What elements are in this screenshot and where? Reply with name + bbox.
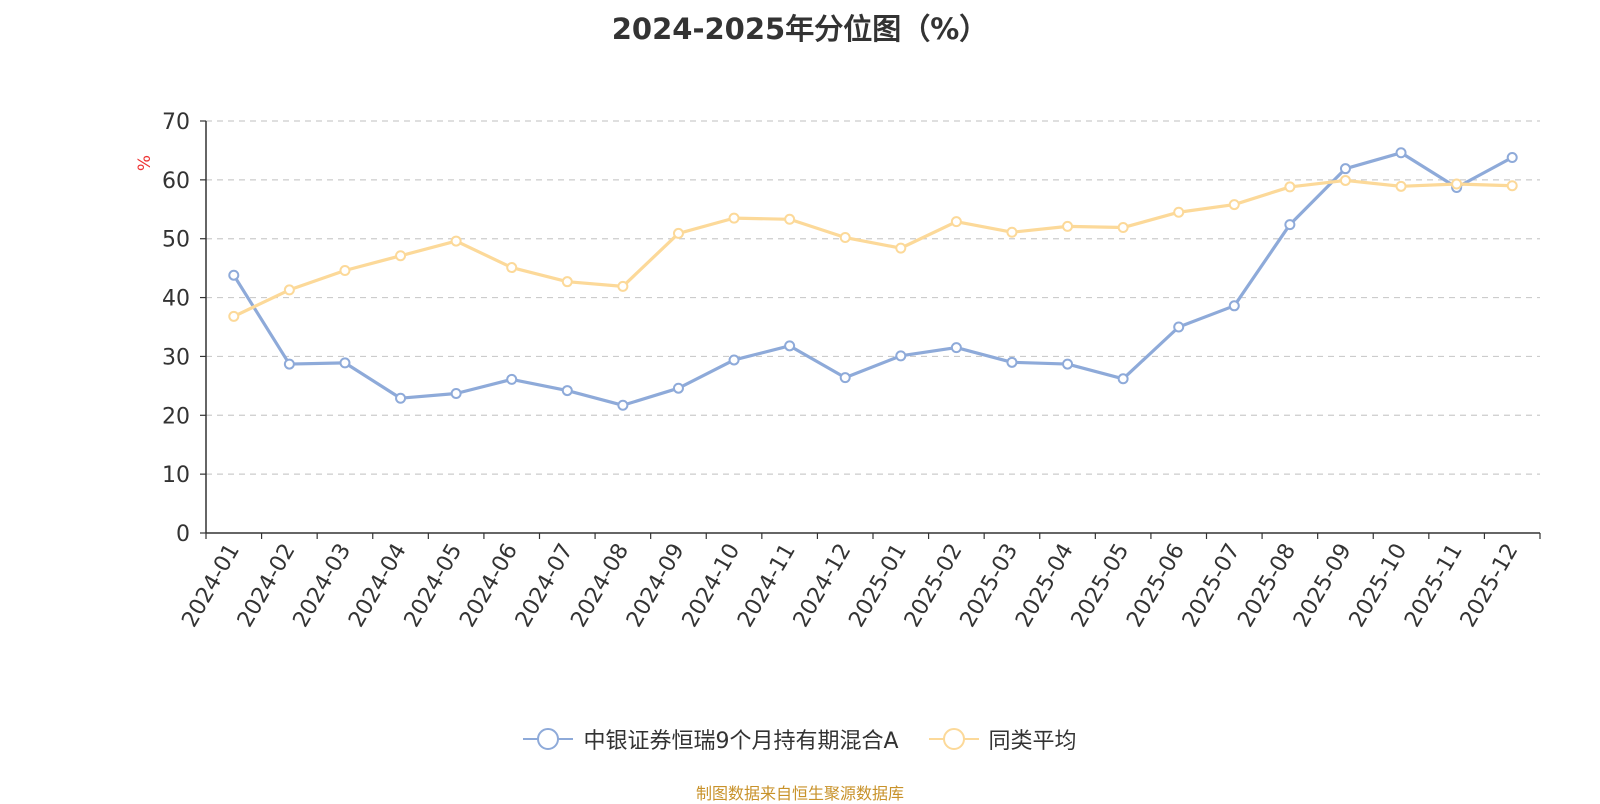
data-point-0: [672, 382, 684, 394]
data-point-0: [784, 340, 796, 352]
series-line-0: [232, 151, 1513, 407]
data-point-1: [1062, 220, 1074, 232]
y-tick-label: 40: [162, 287, 190, 312]
legend-marker-icon: [928, 727, 979, 751]
data-point-1: [950, 216, 962, 228]
data-point-1: [395, 250, 407, 262]
data-point-1: [839, 232, 851, 244]
data-point-1: [895, 242, 907, 254]
y-tick-label: 70: [162, 110, 190, 135]
data-point-1: [339, 264, 351, 276]
data-point-1: [561, 276, 573, 288]
y-tick-label: 0: [176, 522, 190, 547]
data-point-1: [1117, 222, 1129, 234]
y-tick-label: 50: [162, 228, 190, 253]
data-point-0: [1339, 163, 1351, 175]
data-point-0: [1006, 356, 1018, 368]
data-point-1: [450, 235, 462, 247]
legend-label: 中银证券恒瑞9个月持有期混合A: [583, 729, 899, 754]
data-point-0: [728, 354, 740, 366]
y-axis-label: %: [135, 155, 155, 171]
data-point-0: [895, 350, 907, 362]
data-point-1: [1284, 181, 1296, 193]
y-tick-label: 30: [162, 345, 190, 370]
data-point-0: [228, 269, 240, 281]
chart-title: 2024-2025年分位图（%）: [611, 12, 989, 46]
data-point-0: [1173, 321, 1185, 333]
data-point-0: [283, 358, 295, 370]
data-point-1: [617, 280, 629, 292]
data-point-0: [1506, 151, 1518, 163]
data-point-0: [339, 357, 351, 369]
data-point-0: [839, 372, 851, 384]
legend: 中银证券恒瑞9个月持有期混合A 同类平均: [0, 723, 1600, 755]
data-point-0: [617, 399, 629, 411]
data-point-1: [228, 310, 240, 322]
source-note: 制图数据来自恒生聚源数据库: [695, 784, 904, 803]
data-point-1: [506, 262, 518, 274]
data-point-1: [1395, 180, 1407, 192]
legend-item[interactable]: 中银证券恒瑞9个月持有期混合A: [523, 723, 899, 755]
y-tick-label: 10: [162, 463, 190, 488]
data-point-0: [950, 342, 962, 354]
data-point-0: [1284, 219, 1296, 231]
series-line-1: [233, 178, 1513, 318]
data-point-1: [1339, 174, 1351, 186]
data-point-0: [450, 388, 462, 400]
data-point-1: [1506, 180, 1518, 192]
data-point-0: [1062, 358, 1074, 370]
y-tick-label: 60: [162, 169, 190, 194]
data-point-0: [1395, 147, 1407, 159]
data-point-1: [1451, 178, 1463, 190]
data-point-0: [395, 392, 407, 404]
data-point-1: [728, 212, 740, 224]
data-point-1: [283, 284, 295, 296]
data-point-1: [784, 213, 796, 225]
data-point-1: [1173, 206, 1185, 218]
data-point-0: [561, 385, 573, 397]
legend-marker-icon: [523, 727, 574, 751]
data-point-1: [672, 227, 684, 239]
data-point-0: [1117, 373, 1129, 385]
legend-label: 同类平均: [988, 729, 1077, 754]
y-tick-label: 20: [162, 404, 190, 429]
legend-item[interactable]: 同类平均: [928, 723, 1077, 755]
data-point-1: [1228, 199, 1240, 211]
data-point-1: [1006, 226, 1018, 238]
data-point-0: [1228, 300, 1240, 312]
data-point-0: [506, 373, 518, 385]
